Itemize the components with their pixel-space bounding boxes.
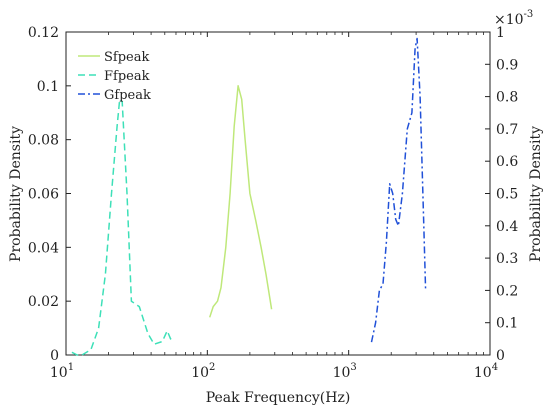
- x-tick-label-exponent: 3: [350, 362, 356, 373]
- axis-ticks: [65, 31, 491, 356]
- y-right-tick-label: 0: [496, 348, 505, 364]
- y-left-tick-label: 0.1: [37, 79, 59, 95]
- y-right-tick-label: 0.5: [496, 187, 518, 203]
- x-tick-label-base: 10: [333, 365, 351, 381]
- y-right-tick-label: 0.8: [496, 90, 518, 106]
- y-left-tick-label: 0.02: [28, 294, 59, 310]
- y-right-tick-label: 0.4: [496, 219, 518, 235]
- y-right-tick-label: 1: [496, 25, 505, 41]
- x-tick-label-base: 10: [50, 365, 68, 381]
- series-layer: [71, 37, 427, 356]
- x-tick-label-exponent: 4: [492, 362, 498, 373]
- y-right-tick-label: 0.9: [496, 57, 518, 73]
- y-left-tick-label: 0.08: [28, 133, 59, 149]
- y-right-tick-label: 0.3: [496, 251, 518, 267]
- x-tick-label: 104: [474, 362, 498, 381]
- y-right-tick-label: 0.1: [496, 316, 518, 332]
- series-line-gfpeak: [370, 37, 427, 343]
- legend-label-ffpeak: Ffpeak: [104, 69, 150, 84]
- right-axis-multiplier: ×10-3: [494, 9, 533, 28]
- series-line-sfpeak: [208, 85, 273, 318]
- x-tick-label: 102: [191, 362, 215, 381]
- y-left-tick-label: 0.04: [28, 240, 59, 256]
- x-tick-label-base: 10: [191, 365, 209, 381]
- right-axis-multiplier-exponent: -3: [524, 9, 534, 20]
- y-right-tick-label: 0.7: [496, 122, 518, 138]
- y-left-tick-label: 0.06: [28, 187, 59, 203]
- y-right-tick-label: 0.6: [496, 154, 518, 170]
- series-line-ffpeak: [71, 98, 175, 356]
- x-tick-label-exponent: 2: [209, 362, 215, 373]
- x-tick-label-base: 10: [474, 365, 492, 381]
- legend-label-gfpeak: Gfpeak: [104, 88, 151, 103]
- y-axis-label-right: Probability Density: [528, 126, 544, 262]
- x-tick-label: 101: [50, 362, 74, 381]
- y-left-tick-label: 0.12: [28, 25, 59, 41]
- legend: Sfpeak Ffpeak Gfpeak: [78, 50, 151, 103]
- legend-label-sfpeak: Sfpeak: [104, 50, 149, 65]
- right-axis-multiplier-base: ×10: [494, 12, 524, 28]
- y-axis-label-left: Probability Density: [8, 126, 24, 262]
- x-tick-label: 103: [333, 362, 357, 381]
- tick-labels: 101 102 103 10400.020.040.060.080.10.1200.1…: [28, 25, 519, 381]
- x-tick-label-exponent: 1: [68, 362, 74, 373]
- y-right-tick-label: 0.2: [496, 283, 518, 299]
- y-left-tick-label: 0: [50, 348, 59, 364]
- x-axis-label: Peak Frequency(Hz): [206, 390, 351, 406]
